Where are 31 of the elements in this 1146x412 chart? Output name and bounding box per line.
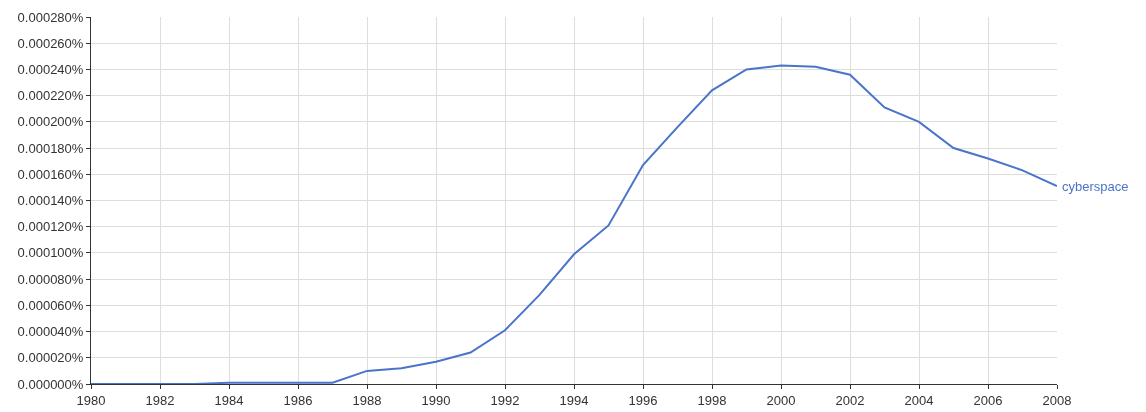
y-tick-label: 0.000160% xyxy=(17,166,84,182)
x-tick-label: 2006 xyxy=(973,392,1003,408)
x-tick-label: 1988 xyxy=(352,392,382,408)
x-tick-label: 1990 xyxy=(421,392,451,408)
y-tick-label: 0.000000% xyxy=(17,376,84,392)
y-tick-label: 0.000100% xyxy=(17,245,84,261)
y-tick-label: 0.000260% xyxy=(17,35,84,51)
x-tick-label: 2000 xyxy=(766,392,796,408)
series-label: cyberspace xyxy=(1062,179,1129,194)
x-tick-label: 1982 xyxy=(145,392,175,408)
x-tick-label: 1996 xyxy=(628,392,658,408)
y-tick-label: 0.000180% xyxy=(17,140,84,156)
x-tick-label: 1992 xyxy=(490,392,520,408)
x-tick-label: 2002 xyxy=(835,392,865,408)
x-tick-label: 2008 xyxy=(1042,392,1072,408)
y-tick-label: 0.000120% xyxy=(17,219,84,235)
y-tick-label: 0.000280% xyxy=(17,9,84,25)
x-tick-label: 1986 xyxy=(283,392,313,408)
y-tick-label: 0.000080% xyxy=(17,271,84,287)
y-tick-label: 0.000020% xyxy=(17,350,84,366)
y-tick-label: 0.000060% xyxy=(17,297,84,313)
x-tick-label: 1980 xyxy=(76,392,106,408)
x-tick-label: 1984 xyxy=(214,392,244,408)
y-tick-label: 0.000240% xyxy=(17,61,84,77)
y-tick-label: 0.000040% xyxy=(17,324,84,340)
x-tick-label: 2004 xyxy=(904,392,934,408)
x-tick-label: 1994 xyxy=(559,392,589,408)
y-tick-label: 0.000140% xyxy=(17,193,84,209)
y-tick-label: 0.000200% xyxy=(17,114,84,130)
x-tick-label: 1998 xyxy=(697,392,727,408)
y-tick-label: 0.000220% xyxy=(17,88,84,104)
